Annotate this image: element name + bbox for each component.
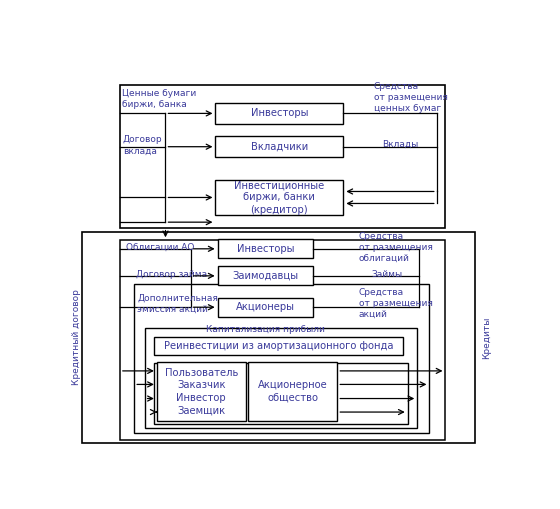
Bar — [144, 328, 417, 428]
Text: Кредиты: Кредиты — [482, 316, 491, 358]
Bar — [217, 239, 313, 258]
Text: Вкладчики: Вкладчики — [251, 142, 308, 152]
Bar — [216, 136, 343, 157]
Bar — [157, 362, 246, 421]
Text: Средства
от размещения
акций: Средства от размещения акций — [358, 288, 432, 319]
Text: Дополнительная
эмиссия акций: Дополнительная эмиссия акций — [137, 293, 218, 314]
Text: Акционерное
общество: Акционерное общество — [258, 380, 328, 403]
Bar — [216, 180, 343, 215]
Bar — [120, 84, 445, 228]
Text: Инвесторы: Инвесторы — [251, 108, 308, 119]
Bar — [82, 232, 475, 443]
Bar — [217, 266, 313, 285]
Text: Займы: Займы — [372, 270, 403, 279]
Text: Инвесторы: Инвесторы — [236, 244, 294, 254]
Text: Инвестиционные
биржи, банки
(кредитор): Инвестиционные биржи, банки (кредитор) — [234, 180, 325, 215]
Text: Кредитный договор: Кредитный договор — [72, 290, 81, 385]
Text: Ценные бумаги
биржи, банка: Ценные бумаги биржи, банка — [122, 89, 197, 109]
Text: Вклады: Вклады — [382, 139, 419, 149]
Bar — [154, 363, 408, 423]
Bar — [154, 337, 403, 355]
Text: Средства
от размещения
облигаций: Средства от размещения облигаций — [358, 232, 432, 263]
Bar — [216, 103, 343, 124]
Bar — [134, 285, 430, 434]
Text: Облигации АО: Облигации АО — [127, 243, 195, 252]
Text: Акционеры: Акционеры — [236, 302, 295, 312]
Text: Заимодавцы: Заимодавцы — [232, 271, 298, 281]
Text: Реинвестиции из амортизационного фонда: Реинвестиции из амортизационного фонда — [164, 341, 393, 351]
Bar — [120, 240, 445, 440]
Bar — [217, 298, 313, 317]
Text: Договор
вклада: Договор вклада — [123, 135, 162, 155]
Text: Средства
от размещения
ценных бумаг: Средства от размещения ценных бумаг — [374, 81, 447, 112]
Bar — [249, 362, 337, 421]
Text: Договор займа: Договор займа — [136, 270, 207, 279]
Text: Капитализация прибыли: Капитализация прибыли — [206, 325, 325, 334]
Text: Пользователь
Заказчик
Инвестор
Заемщик: Пользователь Заказчик Инвестор Заемщик — [165, 368, 238, 415]
